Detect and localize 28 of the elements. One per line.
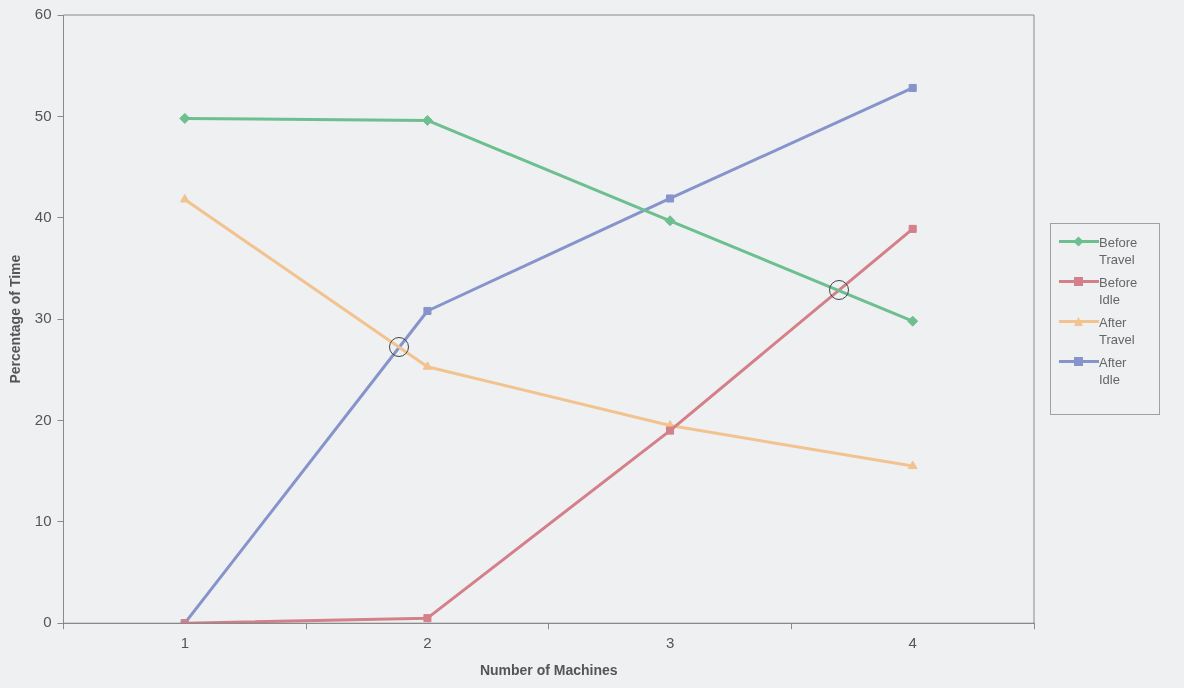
point xyxy=(666,426,675,435)
y-tick-label: 60 xyxy=(34,5,52,23)
x-tick-label: 1 xyxy=(180,634,189,652)
y-tick-label: 30 xyxy=(34,309,52,327)
point xyxy=(179,193,190,203)
y-tick-label: 20 xyxy=(34,410,52,428)
point xyxy=(907,315,919,327)
legend-label: Before Idle xyxy=(1099,274,1139,309)
y-axis-title: Percentage of Time xyxy=(7,254,24,384)
legend-label: Before Travel xyxy=(1099,234,1139,269)
legend-label: After Idle xyxy=(1099,354,1128,389)
point xyxy=(422,361,433,370)
x-tick-label: 4 xyxy=(908,634,917,652)
y-tick-label: 0 xyxy=(43,613,52,631)
y-tick-label: 50 xyxy=(34,106,52,124)
point xyxy=(423,614,432,623)
x-axis-title: Number of Machines xyxy=(479,662,618,679)
point xyxy=(908,83,917,93)
point xyxy=(908,224,917,233)
point xyxy=(666,194,675,203)
y-tick-label: 40 xyxy=(34,207,52,225)
x-tick-label: 2 xyxy=(423,634,432,652)
x-tick-label: 3 xyxy=(665,634,675,652)
point xyxy=(907,460,918,470)
legend-label: After Travel xyxy=(1099,314,1136,349)
y-tick-label: 10 xyxy=(34,511,52,529)
point xyxy=(664,215,676,227)
point xyxy=(423,306,432,316)
